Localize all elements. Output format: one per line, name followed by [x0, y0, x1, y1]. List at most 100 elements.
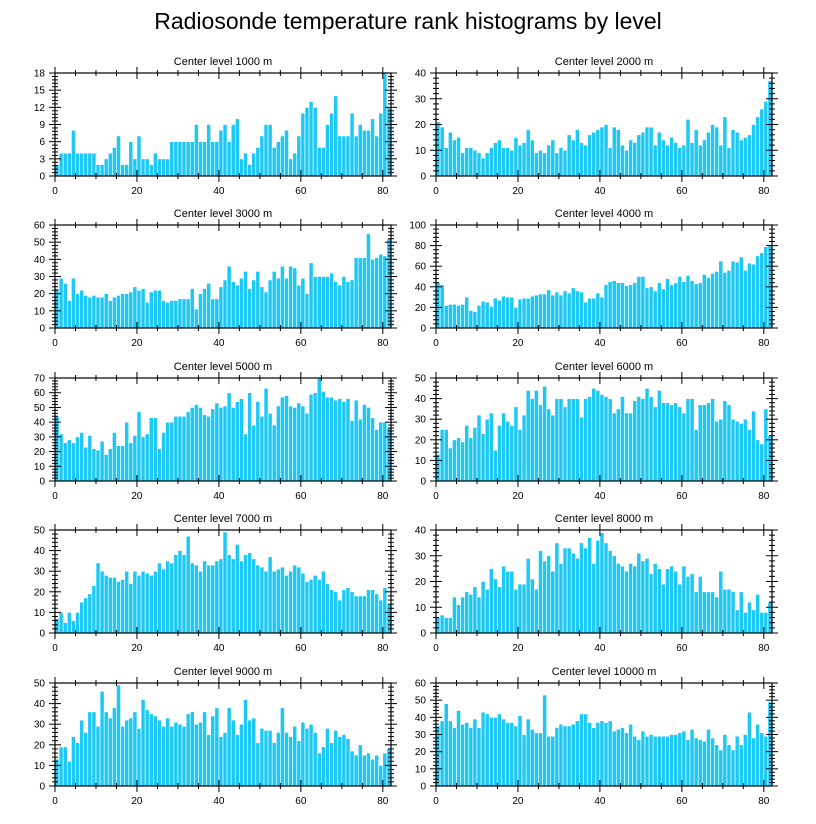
bar: [382, 752, 388, 787]
y-tick-label: 0: [39, 172, 45, 183]
y-tick-label: 20: [34, 587, 46, 598]
bar: [103, 711, 109, 787]
bar: [325, 728, 330, 787]
bar: [222, 732, 228, 787]
bar: [665, 278, 670, 329]
bar: [275, 568, 281, 634]
y-tick-label: 20: [415, 577, 427, 588]
bar: [304, 413, 310, 482]
bar: [362, 129, 367, 177]
bar: [615, 129, 621, 177]
bar: [697, 144, 703, 177]
bar: [357, 418, 363, 482]
bar: [652, 735, 658, 787]
bar: [751, 124, 756, 177]
bar: [534, 588, 539, 634]
bar: [357, 595, 363, 634]
bar: [743, 418, 748, 482]
bar: [702, 274, 707, 329]
bar: [497, 586, 502, 634]
x-tick-label: 20: [512, 491, 524, 502]
x-tick-label: 0: [433, 643, 439, 654]
bar: [329, 112, 334, 177]
bar: [472, 149, 478, 177]
y-tick-label: 0: [39, 324, 45, 335]
bar: [251, 152, 257, 177]
bar: [497, 299, 502, 329]
bar: [628, 412, 633, 482]
bar: [439, 429, 445, 482]
bar: [230, 719, 236, 787]
x-tick-label: 0: [52, 186, 58, 197]
bar: [128, 717, 134, 787]
bar: [681, 412, 687, 482]
bar: [464, 296, 470, 329]
bar: [726, 744, 732, 787]
x-tick-label: 80: [758, 491, 770, 502]
bar: [689, 729, 695, 787]
y-tick-label: 20: [415, 747, 427, 758]
panel-title: Center level 7000 m: [174, 513, 272, 525]
bar: [349, 750, 355, 787]
bar: [288, 158, 293, 177]
bar: [648, 396, 654, 482]
bar: [66, 152, 72, 177]
bar: [480, 711, 486, 787]
bar: [529, 295, 535, 329]
histogram-panel-8: Center level 8000 m 0 20 40 60 80 0 10 20 30 40: [415, 513, 778, 654]
bar: [140, 288, 146, 329]
bar: [456, 604, 461, 634]
histogram-panel-3: Center level 3000 m 0 20 40 60 80 0 10 20 30 40 50 6…: [34, 208, 397, 349]
y-tick-label: 100: [409, 221, 426, 232]
bar: [669, 137, 674, 177]
bar: [542, 560, 547, 634]
bar: [620, 144, 625, 177]
bar: [579, 291, 584, 329]
bar: [194, 308, 199, 329]
bar: [202, 414, 207, 482]
y-tick-label: 0: [39, 477, 45, 488]
x-tick-label: 20: [131, 796, 143, 807]
bar: [288, 736, 293, 787]
bar: [300, 572, 306, 634]
bar: [267, 730, 273, 787]
bar: [599, 126, 605, 177]
bar: [148, 417, 154, 482]
bar: [173, 554, 179, 634]
bar: [484, 588, 490, 634]
bar: [468, 594, 474, 634]
bar: [308, 393, 314, 482]
bar: [218, 286, 224, 329]
bar: [718, 570, 724, 634]
bar: [271, 147, 277, 177]
bar: [484, 301, 490, 329]
bar: [189, 288, 195, 329]
bar: [697, 739, 703, 787]
bar: [529, 139, 535, 177]
bar: [493, 717, 498, 787]
bar: [673, 570, 679, 634]
bar: [722, 588, 728, 634]
bar: [284, 575, 289, 634]
bar: [226, 141, 232, 177]
x-tick-label: 20: [512, 186, 524, 197]
y-tick-label: 10: [415, 764, 427, 775]
bar: [628, 284, 633, 329]
bar: [525, 558, 531, 634]
bar: [325, 276, 330, 329]
bar: [685, 398, 691, 482]
bar: [296, 402, 302, 482]
bar: [271, 271, 277, 329]
bar: [337, 599, 343, 634]
x-tick-label: 20: [512, 796, 524, 807]
bar: [357, 257, 363, 329]
panel-title: Center level 3000 m: [174, 208, 272, 220]
bar: [587, 396, 593, 482]
x-tick-label: 0: [52, 491, 58, 502]
plot-frame: [435, 224, 773, 329]
bar: [591, 297, 597, 329]
bar: [669, 565, 674, 634]
bar: [669, 734, 674, 787]
bar: [353, 135, 359, 177]
x-tick-label: 40: [213, 338, 225, 349]
